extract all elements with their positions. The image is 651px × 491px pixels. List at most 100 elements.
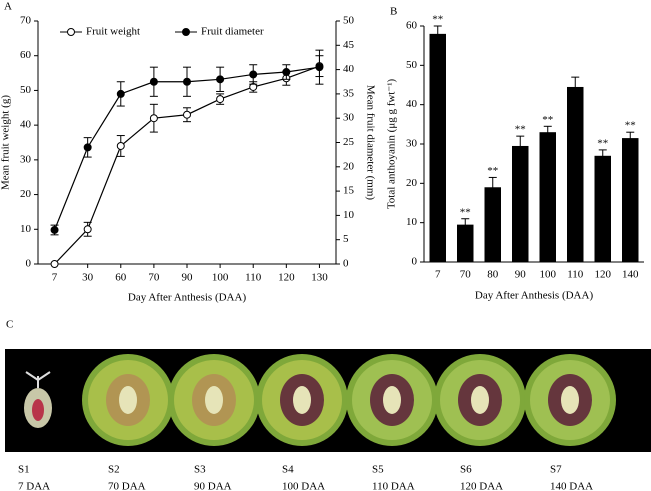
legend-label: Fruit weight [86, 26, 140, 38]
marker [50, 225, 59, 234]
y-axis-label: Total anthoyanin (μg g fwt⁻¹) [386, 79, 398, 210]
marker [183, 110, 191, 119]
bar [622, 138, 639, 262]
legend-marker [182, 28, 190, 36]
marker [282, 68, 291, 77]
marker [116, 89, 125, 98]
bar [512, 145, 529, 262]
x-tick-label: 110 [567, 269, 584, 281]
y-tick-label: 10 [20, 223, 32, 235]
x-tick-label: 70 [148, 272, 160, 284]
bar [567, 86, 584, 262]
significance: ** [597, 137, 608, 149]
bar [539, 132, 556, 262]
y2-tick-label: 30 [343, 112, 355, 124]
y2-tick-label: 40 [343, 63, 355, 75]
y-tick-label: 70 [20, 15, 32, 27]
stage-name: S2 [108, 464, 120, 476]
marker [149, 77, 158, 86]
marker [50, 260, 59, 268]
stage-time: 100 DAA [282, 481, 325, 491]
significance: ** [515, 124, 526, 136]
stage-time: 110 DAA [372, 481, 415, 491]
stage-time: 70 DAA [108, 481, 146, 491]
marker [315, 63, 324, 72]
marker [83, 225, 92, 234]
stage-name: S3 [194, 464, 206, 476]
stage-name: S7 [550, 464, 562, 476]
marker [249, 70, 258, 79]
y-tick-label: 10 [406, 216, 418, 228]
y-tick-label: 50 [406, 59, 418, 71]
y-tick-label: 20 [406, 177, 418, 189]
fruit-core [561, 386, 579, 414]
fruit-stalk [25, 371, 51, 388]
y-tick-label: 30 [20, 153, 32, 165]
panel-label: A [4, 1, 12, 13]
y-tick-label: 0 [412, 256, 418, 268]
stage-time: 120 DAA [460, 481, 503, 491]
y-tick-label: 30 [406, 138, 418, 150]
x-tick-label: 120 [278, 272, 295, 284]
y2-tick-label: 0 [343, 258, 349, 270]
y2-tick-label: 15 [343, 185, 355, 197]
significance: ** [460, 206, 471, 218]
panel-label: C [6, 319, 13, 331]
y-tick-label: 60 [20, 49, 32, 61]
x-tick-label: 30 [82, 272, 94, 284]
y2-axis-label: Mean fruit diameter (mm) [364, 85, 376, 200]
x-tick-label: 110 [245, 272, 262, 284]
x-tick-label: 90 [182, 272, 194, 284]
stage-time: 140 DAA [550, 481, 593, 491]
x-tick-label: 80 [487, 269, 499, 281]
bar [429, 33, 446, 262]
legend-label: Fruit diameter [201, 26, 264, 38]
fruit-photos [24, 354, 616, 446]
significance: ** [542, 114, 553, 126]
y2-tick-label: 20 [343, 160, 355, 172]
x-tick-label: 120 [595, 269, 612, 281]
y2-tick-label: 5 [343, 233, 349, 245]
stage-time: 90 DAA [194, 481, 232, 491]
significance: ** [487, 165, 498, 177]
y-tick-label: 50 [20, 84, 32, 96]
y2-tick-label: 10 [343, 209, 355, 221]
bar [457, 224, 474, 262]
fruit-core [293, 386, 311, 414]
x-tick-label: 100 [540, 269, 557, 281]
stage-name: S6 [460, 464, 472, 476]
y-tick-label: 0 [26, 258, 32, 270]
y-tick-label: 60 [406, 20, 418, 32]
bar [594, 155, 611, 262]
marker [83, 143, 92, 152]
stage-name: S1 [18, 464, 30, 476]
y-tick-label: 40 [406, 98, 418, 110]
marker [216, 95, 225, 104]
fruit-core [119, 386, 137, 414]
legend-marker [67, 28, 75, 36]
y2-tick-label: 45 [343, 39, 355, 51]
x-tick-label: 60 [115, 272, 127, 284]
y-axis-label: Mean fruit weight (g) [0, 95, 12, 190]
x-axis-label: Day After Anthesis (DAA) [475, 290, 594, 302]
marker [149, 114, 158, 123]
x-tick-label: 140 [622, 269, 639, 281]
bar [484, 187, 501, 262]
x-tick-label: 100 [212, 272, 229, 284]
significance: ** [625, 120, 636, 132]
fruit-core [383, 386, 401, 414]
fruit-core [205, 386, 223, 414]
y-tick-label: 20 [20, 188, 32, 200]
stage-name: S4 [282, 464, 294, 476]
y-tick-label: 40 [20, 119, 32, 131]
panel-label: B [390, 6, 397, 18]
stage-time: 7 DAA [18, 481, 50, 491]
y2-tick-label: 25 [343, 136, 355, 148]
marker [183, 77, 191, 86]
marker [116, 141, 125, 150]
y2-tick-label: 35 [343, 87, 355, 99]
significance: ** [432, 14, 443, 26]
x-tick-label: 130 [311, 272, 328, 284]
stage-name: S5 [372, 464, 384, 476]
